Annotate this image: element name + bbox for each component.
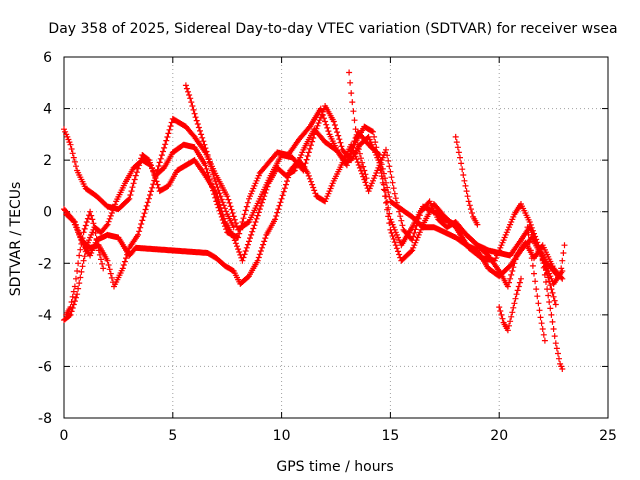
y-tick-label: -6 <box>38 359 52 375</box>
y-tick-label: 4 <box>43 102 52 118</box>
grid <box>64 57 608 418</box>
y-axis-label: SDTVAR / TECUs <box>8 182 24 297</box>
y-tick-label: 2 <box>43 153 52 169</box>
x-tick-label: 5 <box>168 428 177 444</box>
plus-marks <box>346 69 370 182</box>
plus-marks <box>61 126 566 323</box>
plus-marks <box>539 257 566 372</box>
series-trace-7 <box>346 69 370 182</box>
x-tick-label: 10 <box>273 428 291 444</box>
x-tick-label: 20 <box>490 428 508 444</box>
axis-ticks: 0 5 10 15 20 25 -8 -6 -4 -2 0 2 4 6 <box>38 50 617 444</box>
series-trace-2 <box>61 103 559 308</box>
plus-marks <box>63 208 107 318</box>
x-tick-label: 25 <box>599 428 617 444</box>
data-marks <box>61 69 568 372</box>
series-trace-6 <box>182 82 237 231</box>
series-trace-12 <box>557 242 568 280</box>
series-trace-4 <box>63 141 561 287</box>
x-tick-label: 15 <box>381 428 399 444</box>
y-tick-label: 0 <box>43 205 52 221</box>
series-trace-9 <box>496 275 524 334</box>
y-tick-label: -4 <box>38 308 52 324</box>
plus-marks <box>452 133 481 228</box>
plot-frame <box>63 56 609 419</box>
series-trace-11 <box>539 257 566 372</box>
plus-marks <box>557 242 568 280</box>
y-tick-label: -2 <box>38 256 52 272</box>
series-trace-10 <box>524 224 548 344</box>
plus-marks <box>182 82 237 231</box>
x-axis-label: GPS time / hours <box>276 459 393 475</box>
chart-title: Day 358 of 2025, Sidereal Day-to-day VTE… <box>48 21 617 37</box>
series-trace-8 <box>452 133 481 228</box>
y-tick-label: -8 <box>38 411 52 427</box>
plus-marks <box>61 103 559 308</box>
series-trace-5 <box>63 208 107 318</box>
y-tick-label: 6 <box>43 50 52 66</box>
series-trace-3 <box>61 126 566 323</box>
plus-marks <box>496 275 524 334</box>
plus-marks <box>524 224 548 344</box>
plus-marks <box>63 141 561 287</box>
x-tick-label: 0 <box>60 428 69 444</box>
